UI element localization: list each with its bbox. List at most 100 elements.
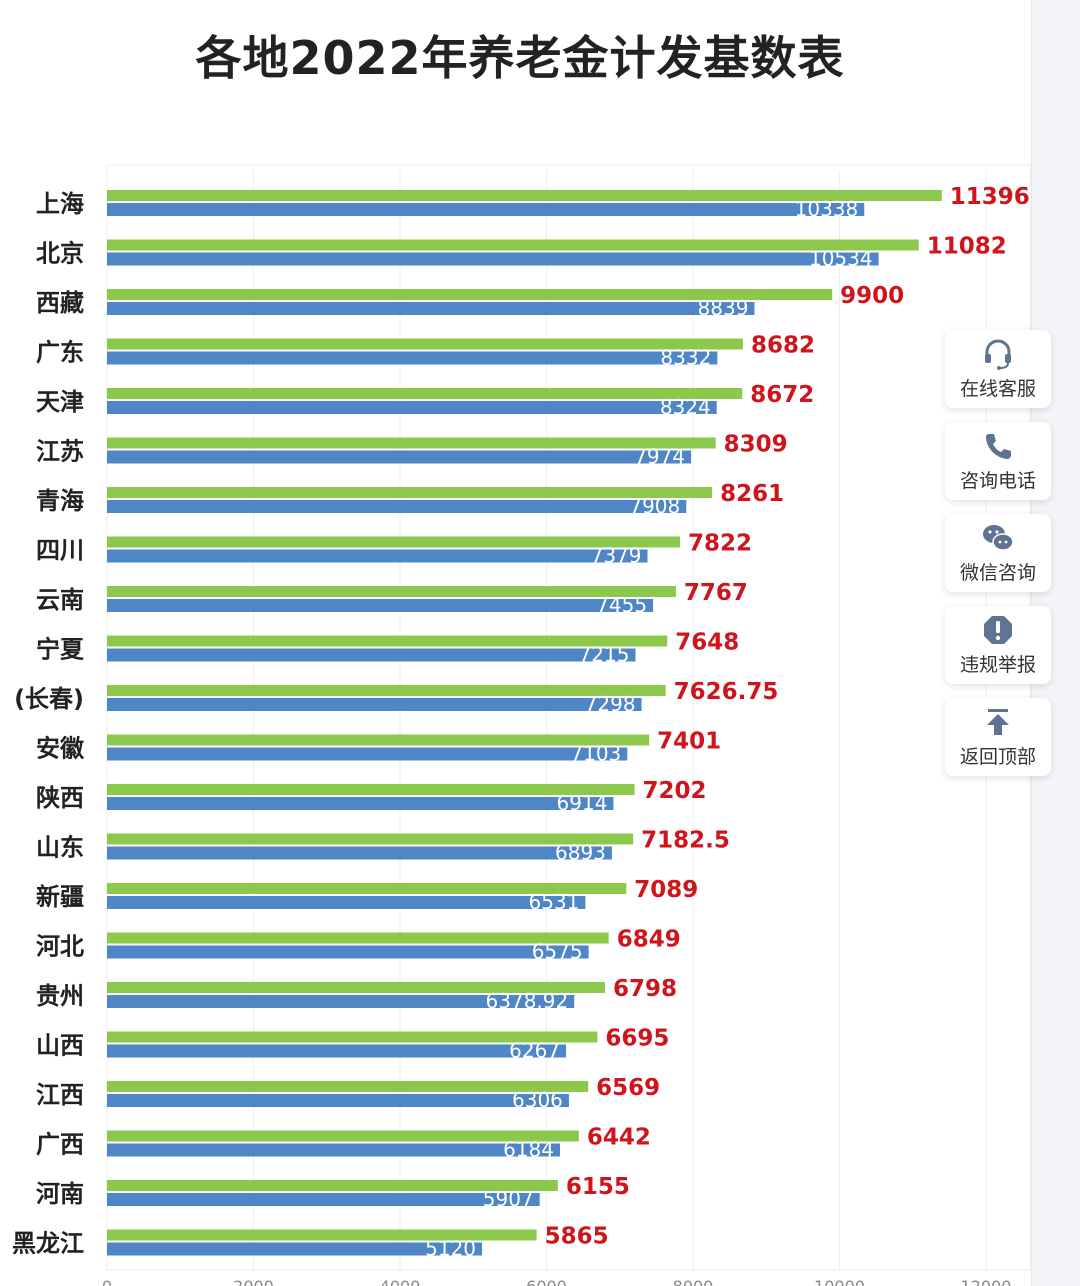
data-label-green: 8682 bbox=[751, 333, 815, 359]
bar-green bbox=[107, 635, 668, 647]
data-label-green: 7401 bbox=[657, 729, 721, 755]
category-label: 四川 bbox=[36, 537, 84, 565]
x-tick-label: 12000 bbox=[961, 1277, 1012, 1286]
data-label-green: 6442 bbox=[587, 1125, 651, 1151]
category-label: 贵州 bbox=[36, 982, 84, 1010]
data-label-green: 6155 bbox=[566, 1174, 630, 1200]
phone-icon bbox=[986, 434, 1011, 459]
data-label-green: 8672 bbox=[750, 382, 814, 408]
data-label-green: 7202 bbox=[643, 778, 707, 804]
wechat-icon bbox=[983, 525, 1014, 551]
sidebar-label: 在线客服 bbox=[959, 378, 1036, 400]
bar-green bbox=[107, 932, 609, 944]
data-label-blue: 6893 bbox=[555, 841, 606, 865]
sidebar-phone-consult[interactable]: 咨询电话 bbox=[945, 422, 1051, 500]
data-label-green: 6695 bbox=[605, 1026, 669, 1052]
sidebar-report-violation[interactable]: 违规举报 bbox=[945, 606, 1051, 684]
category-label: 云南 bbox=[36, 586, 84, 614]
bar-green bbox=[107, 586, 676, 597]
bar-green bbox=[107, 883, 627, 894]
sidebar-wechat-consult[interactable]: 微信咨询 bbox=[945, 514, 1051, 592]
bar-blue bbox=[107, 1094, 569, 1107]
bar-blue bbox=[107, 450, 692, 464]
category-label: (长春) bbox=[14, 685, 84, 713]
x-tick-label: 8000 bbox=[673, 1277, 714, 1286]
data-label-blue: 6267 bbox=[509, 1039, 560, 1063]
bar-green bbox=[107, 1081, 589, 1092]
data-label-blue: 6184 bbox=[503, 1138, 554, 1162]
data-label-blue: 8332 bbox=[660, 346, 711, 370]
data-label-blue: 7215 bbox=[579, 643, 630, 667]
data-label-green: 6798 bbox=[613, 976, 677, 1002]
bar-green bbox=[107, 734, 650, 746]
category-label: 新疆 bbox=[36, 883, 84, 911]
data-label-blue: 5907 bbox=[483, 1187, 534, 1211]
data-label-blue: 10338 bbox=[795, 197, 859, 221]
sidebar-label: 咨询电话 bbox=[959, 470, 1036, 492]
x-tick-label: 0 bbox=[102, 1277, 112, 1286]
data-label-green: 11082 bbox=[927, 234, 1007, 260]
category-label: 天津 bbox=[36, 388, 84, 416]
bar-blue bbox=[107, 648, 636, 662]
category-label: 山西 bbox=[36, 1032, 84, 1060]
category-label: 黑龙江 bbox=[12, 1230, 84, 1258]
bar-blue bbox=[107, 351, 718, 365]
bar-green bbox=[107, 239, 919, 251]
x-tick-label: 2000 bbox=[233, 1277, 274, 1286]
sidebar-label: 返回顶部 bbox=[959, 746, 1036, 768]
bar-blue bbox=[107, 401, 717, 414]
bar-blue bbox=[107, 846, 612, 860]
data-label-blue: 6531 bbox=[528, 890, 579, 914]
data-label-blue: 7974 bbox=[634, 445, 685, 469]
bar-blue bbox=[107, 549, 648, 563]
sidebar-label: 微信咨询 bbox=[959, 562, 1036, 584]
bar-green bbox=[107, 833, 634, 845]
bar-green bbox=[107, 289, 833, 300]
bar-blue bbox=[107, 500, 687, 513]
bar-green bbox=[107, 437, 716, 449]
bar-green bbox=[107, 1180, 558, 1191]
bar-blue bbox=[107, 1143, 560, 1157]
data-label-blue: 7908 bbox=[629, 494, 680, 518]
bar-blue bbox=[107, 599, 654, 612]
chart-title: 各地2022年养老金计发基数表 bbox=[195, 31, 845, 85]
category-label: 河北 bbox=[36, 933, 84, 961]
bar-blue bbox=[107, 698, 642, 711]
category-label: 陕西 bbox=[36, 784, 84, 812]
bar-blue bbox=[107, 1242, 483, 1256]
data-label-green: 6849 bbox=[617, 927, 681, 953]
data-label-blue: 6306 bbox=[512, 1088, 563, 1112]
bar-chart: 0 2000 4000 6000 8000 10000 12000 上海 10338 11396 北… bbox=[12, 164, 1031, 1286]
data-label-blue: 10534 bbox=[809, 247, 873, 271]
data-label-blue: 6575 bbox=[532, 940, 583, 964]
x-tick-label: 10000 bbox=[814, 1277, 865, 1286]
alert-icon bbox=[984, 616, 1012, 644]
data-label-green: 7089 bbox=[634, 877, 698, 903]
bar-green bbox=[107, 388, 743, 399]
data-label-green: 7648 bbox=[675, 630, 739, 656]
bar-blue bbox=[107, 302, 755, 315]
category-label: 北京 bbox=[36, 240, 84, 268]
bar-blue bbox=[107, 1044, 567, 1058]
data-label-blue: 7379 bbox=[591, 544, 642, 568]
data-label-blue: 7455 bbox=[596, 593, 647, 617]
data-label-blue: 8839 bbox=[698, 296, 749, 320]
sidebar-label: 违规举报 bbox=[959, 654, 1036, 676]
sidebar-online-service[interactable]: 在线客服 bbox=[945, 330, 1051, 408]
data-label-green: 5865 bbox=[545, 1224, 609, 1250]
bar-green bbox=[107, 190, 942, 201]
bar-green bbox=[107, 338, 743, 350]
x-tick-label: 6000 bbox=[526, 1277, 567, 1286]
data-label-green: 9900 bbox=[840, 283, 904, 309]
sidebar-back-to-top[interactable]: 返回顶部 bbox=[945, 698, 1051, 776]
bar-green bbox=[107, 1031, 598, 1043]
category-label: 河南 bbox=[36, 1180, 84, 1208]
category-label: 山东 bbox=[36, 834, 84, 862]
bar-blue bbox=[107, 203, 865, 216]
bar-blue bbox=[107, 252, 879, 266]
bar-blue bbox=[107, 896, 586, 909]
bar-green bbox=[107, 685, 666, 696]
bar-green bbox=[107, 487, 713, 498]
data-label-green: 8309 bbox=[724, 432, 788, 458]
bar-green bbox=[107, 1229, 537, 1241]
